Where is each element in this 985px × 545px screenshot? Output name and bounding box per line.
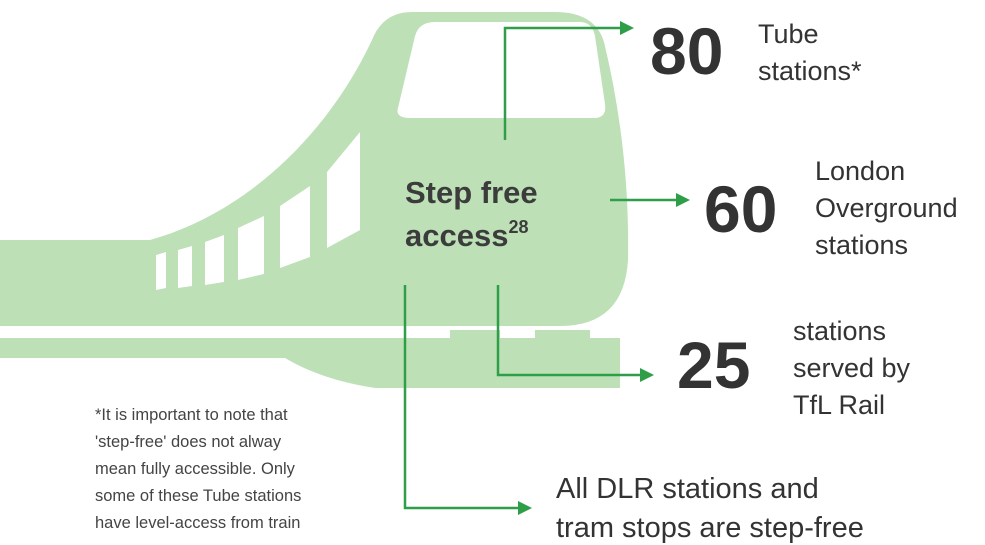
arrowhead [640, 368, 654, 382]
side-window [327, 132, 360, 248]
stat-label: Tube [758, 19, 819, 49]
stat-label: served by [793, 353, 911, 383]
arrowhead [620, 21, 634, 35]
footnote: 'step-free' does not alway [95, 433, 282, 451]
side-window [280, 186, 310, 268]
train-base [0, 330, 620, 388]
arrow [496, 285, 642, 377]
footnote: mean fully accessible. Only [95, 460, 296, 478]
windows [156, 22, 606, 290]
side-window [238, 216, 264, 280]
stat-number: 60 [704, 172, 777, 246]
footnote-ref: 28 [508, 217, 528, 237]
heading: Step free [405, 175, 538, 210]
side-window [178, 246, 192, 288]
heading: access [405, 218, 508, 253]
arrowhead [676, 193, 690, 207]
stat-number: 80 [650, 14, 723, 88]
dlr-text: All DLR stations and [556, 473, 819, 505]
footnote: some of these Tube stations [95, 487, 301, 505]
side-window [205, 235, 224, 285]
footnote: *It is important to note that [95, 406, 288, 424]
arrows [403, 21, 690, 515]
stat-label: stations [793, 316, 886, 346]
side-window [156, 252, 166, 290]
arrow [403, 285, 520, 510]
stat-label: Overground [815, 193, 958, 223]
dlr-text: tram stops are step-free [556, 512, 864, 544]
stat-label: TfL Rail [793, 390, 885, 420]
footnote: have level-access from train [95, 514, 300, 532]
arrow [503, 26, 622, 140]
heading: access28 [405, 217, 528, 253]
arrowhead [518, 501, 532, 515]
stat-label: stations* [758, 56, 862, 86]
windshield [397, 22, 606, 118]
stat-label: stations [815, 230, 908, 260]
stat-label: London [815, 156, 905, 186]
stat-number: 25 [677, 328, 750, 402]
